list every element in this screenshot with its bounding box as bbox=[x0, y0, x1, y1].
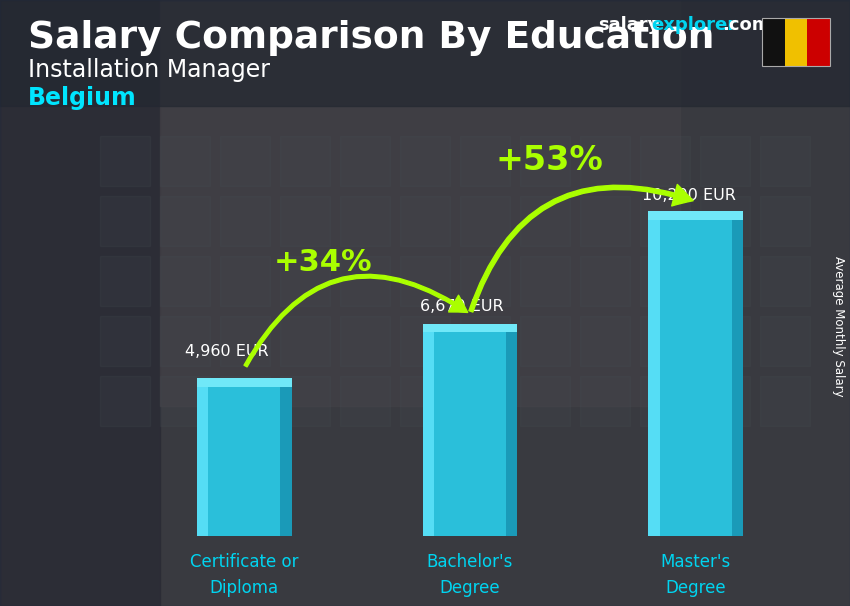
Bar bbox=[580, 316, 630, 366]
Bar bbox=[196, 378, 208, 536]
Bar bbox=[785, 18, 808, 66]
Bar bbox=[160, 136, 210, 186]
Bar bbox=[160, 196, 210, 246]
Bar bbox=[700, 316, 750, 366]
Bar bbox=[640, 316, 690, 366]
Bar bbox=[400, 196, 450, 246]
Bar bbox=[220, 316, 270, 366]
Bar bbox=[400, 136, 450, 186]
Bar bbox=[762, 18, 830, 66]
FancyBboxPatch shape bbox=[196, 378, 292, 536]
Bar bbox=[640, 376, 690, 426]
Text: explorer: explorer bbox=[651, 16, 736, 34]
Text: salary: salary bbox=[598, 16, 660, 34]
Bar bbox=[220, 376, 270, 426]
Bar bbox=[520, 316, 570, 366]
Text: 10,200 EUR: 10,200 EUR bbox=[642, 188, 735, 203]
Bar bbox=[760, 136, 810, 186]
Bar bbox=[460, 316, 510, 366]
Text: Belgium: Belgium bbox=[28, 86, 137, 110]
Bar bbox=[640, 196, 690, 246]
Bar bbox=[100, 256, 150, 306]
Bar bbox=[732, 211, 743, 536]
Bar bbox=[460, 196, 510, 246]
Bar bbox=[506, 324, 518, 536]
Bar bbox=[100, 196, 150, 246]
Text: 4,960 EUR: 4,960 EUR bbox=[185, 344, 269, 359]
Text: .com: .com bbox=[722, 16, 770, 34]
Bar bbox=[760, 376, 810, 426]
FancyBboxPatch shape bbox=[649, 211, 743, 536]
FancyArrowPatch shape bbox=[469, 184, 693, 312]
Bar bbox=[340, 196, 390, 246]
FancyArrowPatch shape bbox=[244, 275, 468, 367]
Bar bbox=[100, 316, 150, 366]
Bar bbox=[400, 256, 450, 306]
Bar bbox=[100, 136, 150, 186]
Bar bbox=[280, 316, 330, 366]
Bar bbox=[760, 196, 810, 246]
Bar bbox=[422, 324, 434, 536]
Text: Average Monthly Salary: Average Monthly Salary bbox=[832, 256, 845, 396]
Bar bbox=[460, 376, 510, 426]
Bar bbox=[520, 196, 570, 246]
Bar bbox=[160, 0, 680, 406]
Bar bbox=[340, 376, 390, 426]
Text: 6,670 EUR: 6,670 EUR bbox=[420, 299, 504, 314]
Bar bbox=[808, 18, 830, 66]
Bar bbox=[160, 316, 210, 366]
Bar bbox=[0, 0, 160, 606]
Bar bbox=[700, 376, 750, 426]
Bar bbox=[400, 376, 450, 426]
Bar bbox=[160, 376, 210, 426]
Bar bbox=[580, 136, 630, 186]
Bar bbox=[160, 256, 210, 306]
Bar bbox=[640, 136, 690, 186]
Bar bbox=[700, 196, 750, 246]
Bar bbox=[520, 256, 570, 306]
Bar bbox=[520, 376, 570, 426]
Bar bbox=[280, 196, 330, 246]
Bar bbox=[760, 256, 810, 306]
Bar bbox=[340, 316, 390, 366]
Bar bbox=[700, 136, 750, 186]
Bar bbox=[340, 136, 390, 186]
Bar bbox=[220, 196, 270, 246]
Text: Installation Manager: Installation Manager bbox=[28, 58, 270, 82]
Bar bbox=[520, 136, 570, 186]
Bar bbox=[280, 256, 330, 306]
Bar bbox=[580, 196, 630, 246]
Text: +53%: +53% bbox=[496, 144, 603, 176]
Bar bbox=[196, 378, 292, 387]
Bar bbox=[762, 18, 785, 66]
Bar bbox=[580, 376, 630, 426]
FancyBboxPatch shape bbox=[422, 324, 518, 536]
Bar bbox=[580, 256, 630, 306]
Bar bbox=[700, 256, 750, 306]
Bar bbox=[100, 376, 150, 426]
Bar bbox=[460, 136, 510, 186]
Bar bbox=[280, 136, 330, 186]
Bar bbox=[340, 256, 390, 306]
Bar bbox=[0, 0, 850, 106]
Bar bbox=[280, 378, 292, 536]
Text: +34%: +34% bbox=[274, 248, 372, 276]
Bar bbox=[422, 324, 518, 332]
Bar bbox=[220, 256, 270, 306]
Bar bbox=[649, 211, 660, 536]
Bar bbox=[400, 316, 450, 366]
Text: Salary Comparison By Education: Salary Comparison By Education bbox=[28, 20, 714, 56]
Bar bbox=[760, 316, 810, 366]
Bar bbox=[280, 376, 330, 426]
Bar bbox=[220, 136, 270, 186]
Bar bbox=[460, 256, 510, 306]
Bar bbox=[640, 256, 690, 306]
Bar bbox=[649, 211, 743, 220]
